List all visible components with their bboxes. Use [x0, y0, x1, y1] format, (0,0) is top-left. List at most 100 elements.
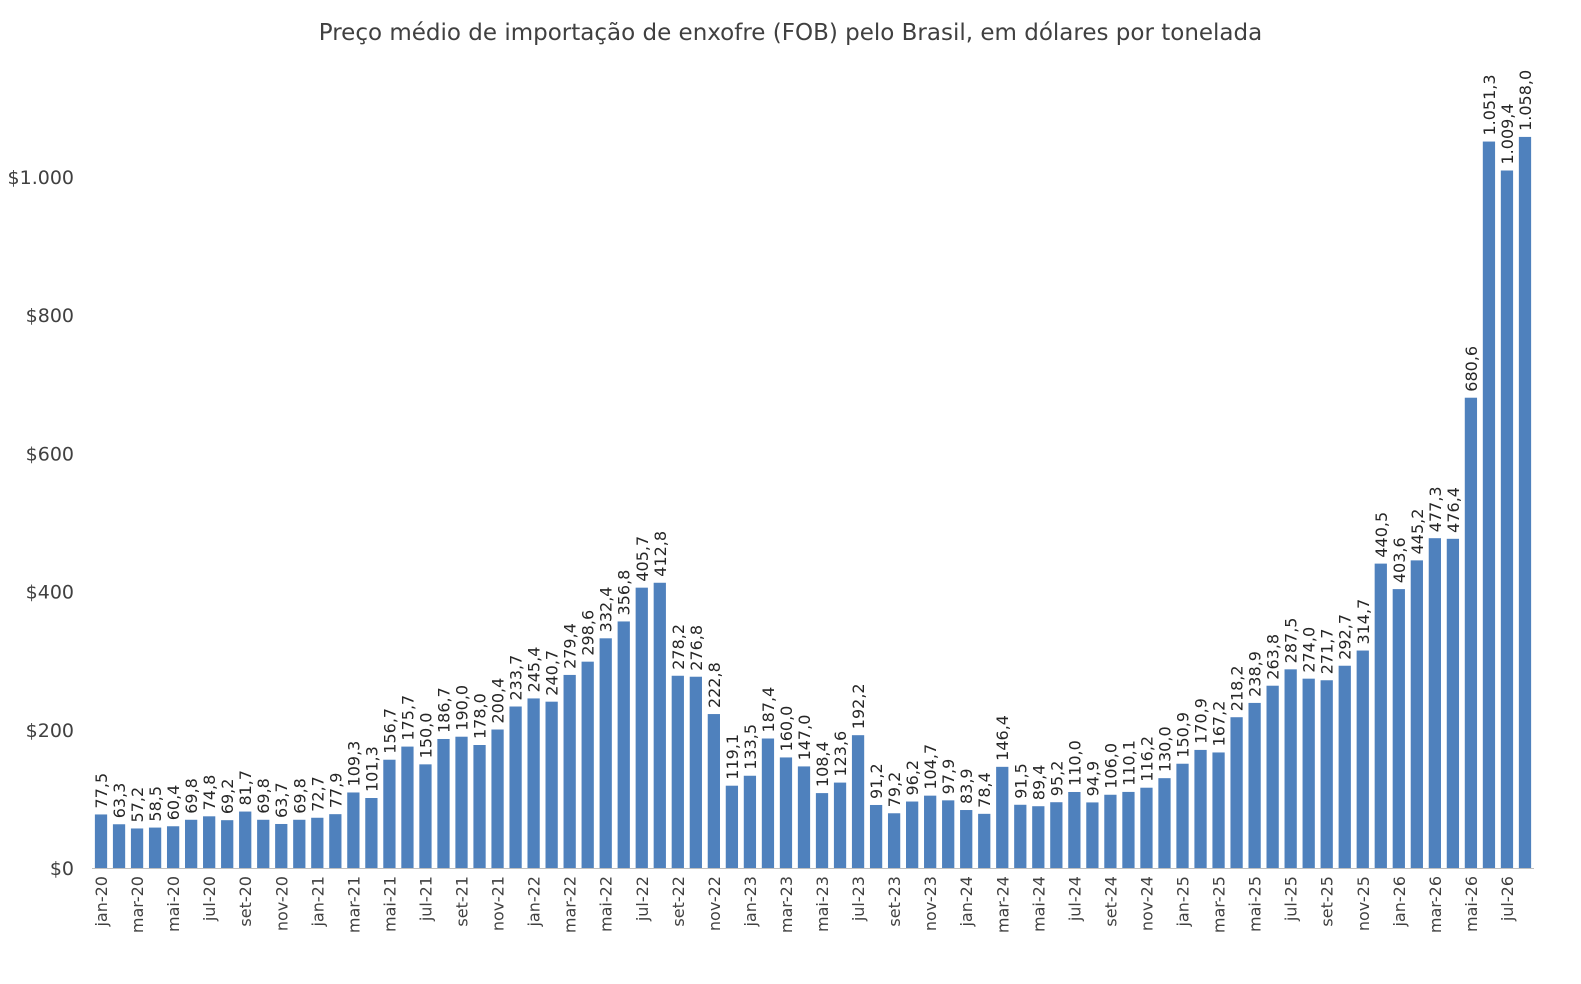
bar [130, 828, 144, 868]
data-label: 104,7 [921, 744, 940, 790]
data-label: 94,9 [1083, 761, 1102, 797]
bar [419, 764, 432, 868]
bar [1248, 702, 1261, 868]
x-axis: jan-20 mar-20 mai-20 jul-20 set-20 nov-20 jan-… [92, 876, 1517, 933]
bar [94, 814, 108, 868]
bar [455, 736, 468, 868]
bar [1158, 778, 1171, 868]
data-label: 69,8 [182, 778, 201, 814]
data-label: 1.009,4 [1498, 103, 1517, 164]
data-label: 83,9 [957, 768, 976, 804]
data-label: 78,4 [975, 772, 994, 808]
bar [779, 757, 793, 868]
y-tick-label: $200 [26, 720, 74, 742]
bar [1302, 678, 1315, 868]
y-axis: $0 $200 $400 $600 $800 $1.000 [8, 167, 74, 880]
data-label: 96,2 [903, 760, 922, 796]
data-label: 314,7 [1354, 599, 1373, 645]
bar [1068, 791, 1081, 868]
data-label: 190,0 [453, 685, 472, 731]
x-tick-label: jul-24 [1065, 876, 1084, 922]
bar [1374, 563, 1387, 868]
data-label: 116,2 [1137, 736, 1156, 782]
bar [437, 738, 450, 868]
bar [221, 820, 234, 868]
data-label: 477,3 [1426, 486, 1445, 532]
data-label: 150,9 [1174, 712, 1193, 758]
bar [833, 782, 847, 868]
bar [599, 638, 612, 868]
bar [869, 804, 883, 868]
bar [1320, 680, 1333, 868]
data-labels: 77,5 63,3 57,2 58,5 60,4 69,8 74,8 69,2 81,7 69,8… [92, 70, 1535, 823]
bar [1176, 763, 1189, 868]
bar [851, 735, 865, 868]
bar [166, 826, 180, 868]
x-tick-label: jan-21 [308, 876, 327, 928]
x-tick-label: set-23 [885, 876, 904, 927]
data-label: 108,4 [813, 741, 832, 787]
bar [347, 792, 360, 868]
bar [707, 714, 720, 868]
x-tick-label: jan-25 [1174, 876, 1193, 928]
data-label: 109,3 [344, 741, 363, 787]
data-label: 69,2 [218, 779, 237, 815]
bar [275, 823, 288, 868]
bar [1518, 136, 1532, 869]
data-label: 175,7 [398, 695, 417, 741]
data-label: 278,2 [669, 624, 688, 670]
data-label: 263,8 [1264, 634, 1283, 680]
data-label: 238,9 [1246, 651, 1265, 697]
data-label: 74,8 [200, 775, 219, 811]
data-label: 150,0 [416, 713, 435, 759]
bar [581, 661, 594, 868]
data-label: 58,5 [146, 786, 165, 822]
data-label: 680,6 [1462, 346, 1481, 392]
data-label: 445,2 [1408, 509, 1427, 555]
x-tick-label: jul-20 [200, 876, 219, 922]
data-label: 167,2 [1210, 701, 1229, 747]
data-label: 332,4 [597, 586, 616, 632]
data-label: 240,7 [543, 650, 562, 696]
y-tick-label: $0 [50, 858, 74, 880]
bar [1212, 752, 1225, 868]
x-tick-label: jul-23 [849, 876, 868, 922]
x-tick-label: mar-21 [344, 876, 363, 933]
bar [148, 827, 162, 868]
data-label: 77,9 [326, 773, 345, 809]
data-label: 77,5 [92, 773, 111, 809]
data-label: 97,9 [939, 759, 958, 795]
data-label: 1.058,0 [1516, 70, 1535, 131]
bar [1230, 717, 1243, 868]
x-tick-label: jan-24 [957, 876, 976, 928]
data-label: 123,6 [831, 731, 850, 777]
bar [563, 674, 576, 868]
bar [1284, 669, 1297, 868]
x-tick-label: mar-24 [993, 876, 1012, 933]
data-label: 79,2 [885, 772, 904, 808]
x-tick-label: mai-23 [813, 876, 832, 932]
bar [1194, 749, 1207, 868]
bar [383, 759, 396, 868]
data-label: 63,3 [110, 783, 129, 819]
x-tick-label: jul-26 [1498, 876, 1517, 922]
x-tick-label: nov-20 [272, 876, 291, 931]
x-tick-label: mai-26 [1462, 876, 1481, 932]
bar [1086, 802, 1099, 868]
bars [94, 136, 1532, 869]
data-label: 72,7 [308, 776, 327, 812]
y-tick-label: $1.000 [8, 167, 74, 189]
data-label: 476,4 [1444, 487, 1463, 533]
x-tick-label: mar-25 [1210, 876, 1229, 933]
data-label: 187,4 [759, 687, 778, 733]
data-label: 60,4 [164, 785, 183, 821]
bar [1482, 141, 1496, 869]
data-label: 170,9 [1192, 698, 1211, 744]
data-label: 160,0 [777, 706, 796, 752]
bar [185, 819, 198, 868]
x-tick-label: mai-21 [380, 876, 399, 932]
bar [689, 676, 702, 868]
bar [1338, 665, 1351, 868]
data-label: 106,0 [1101, 743, 1120, 789]
data-label: 63,7 [272, 782, 291, 818]
